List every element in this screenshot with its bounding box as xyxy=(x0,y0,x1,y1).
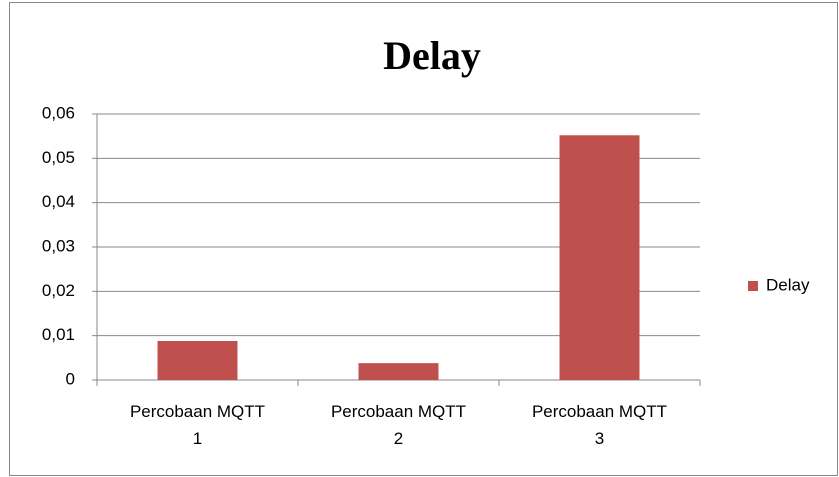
y-tick-label: 0,01 xyxy=(42,325,75,344)
x-tick-label: Percobaan MQTT 3 xyxy=(532,402,667,448)
y-tick-label: 0 xyxy=(66,369,75,388)
legend-swatch xyxy=(748,281,758,291)
bar xyxy=(559,135,640,380)
y-tick-label: 0,02 xyxy=(42,281,75,300)
y-tick-label: 0,03 xyxy=(42,236,75,255)
legend-label: Delay xyxy=(766,275,810,294)
y-tick-label: 0,05 xyxy=(42,148,75,167)
bar xyxy=(358,363,439,380)
bar xyxy=(157,340,238,380)
y-tick-label: 0,06 xyxy=(42,103,75,122)
chart-title: Delay xyxy=(383,33,481,78)
chart-border xyxy=(9,2,838,476)
x-tick-label: Percobaan MQTT 2 xyxy=(331,402,466,448)
y-tick-label: 0,04 xyxy=(42,192,75,211)
x-tick-label: Percobaan MQTT 1 xyxy=(130,402,265,448)
